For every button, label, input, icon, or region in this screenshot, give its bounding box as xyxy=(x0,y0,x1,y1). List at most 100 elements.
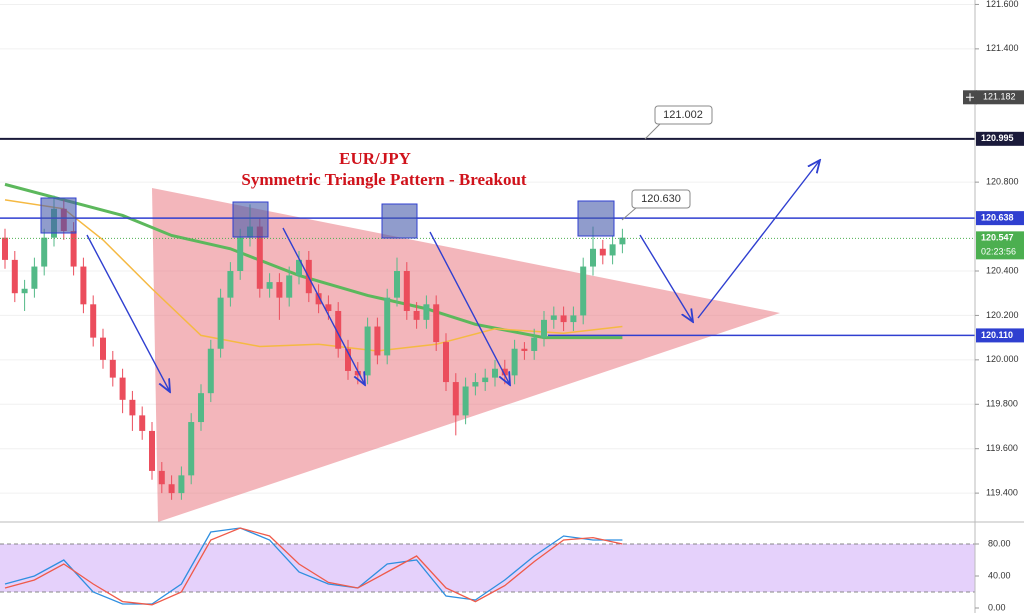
candle-body xyxy=(178,475,185,494)
y-tick-label: 120.200 xyxy=(986,310,1019,320)
candle-body xyxy=(492,368,498,378)
candle-body xyxy=(286,275,293,298)
highlight-box xyxy=(40,197,77,234)
highlight-box xyxy=(577,200,615,237)
y-tick-label: 119.800 xyxy=(986,399,1018,409)
candle-body xyxy=(384,297,391,356)
candle-body xyxy=(70,231,77,267)
candle-body xyxy=(374,326,381,356)
oscillator-line xyxy=(4,527,623,605)
candle-body xyxy=(31,266,38,289)
candle-body xyxy=(41,237,48,267)
y-tick-label: 120.800 xyxy=(986,177,1019,187)
candle-body xyxy=(217,297,224,349)
candle-body xyxy=(423,304,430,320)
candle-body xyxy=(609,244,616,256)
candle-body xyxy=(207,348,214,394)
candle-body xyxy=(188,422,195,476)
y-tick-label: 121.400 xyxy=(986,43,1019,53)
candle-body xyxy=(119,377,126,400)
candle-body xyxy=(531,337,538,351)
y-tick-label: 120.000 xyxy=(986,354,1019,364)
candle-body xyxy=(335,310,342,349)
candle-body xyxy=(394,270,400,298)
candle-body xyxy=(590,248,596,267)
price-axis: 121.600 121.400 120.800 120.400 120.200 120.0… xyxy=(963,0,1024,612)
candle-body xyxy=(413,310,420,320)
moving-average xyxy=(4,199,623,352)
candle-body xyxy=(256,226,263,289)
candle-body xyxy=(80,266,87,305)
y-tick-label: 121.600 xyxy=(986,0,1019,9)
candle-body xyxy=(570,315,577,323)
current-price-label: 120.547 xyxy=(981,233,1014,243)
candle-body xyxy=(472,382,479,387)
current-price-tag xyxy=(976,231,1024,260)
oscillator-band xyxy=(0,544,975,592)
callout: 121.002 xyxy=(644,105,713,140)
callout-label: 120.630 xyxy=(641,193,681,205)
crosshair-button[interactable] xyxy=(963,90,977,105)
candle-body xyxy=(550,315,557,320)
crosshair-label: 121.182 xyxy=(983,92,1016,102)
arrow xyxy=(429,231,510,385)
highlight-box xyxy=(232,201,269,238)
countdown: 02:23:56 xyxy=(981,247,1016,257)
candle-body xyxy=(443,342,449,383)
candle-body xyxy=(100,337,106,360)
candle-body xyxy=(2,237,8,260)
level-label: 120.110 xyxy=(981,330,1013,340)
oscillator-tick-label: 40.00 xyxy=(988,570,1011,580)
candle-body xyxy=(511,348,518,376)
candle-body xyxy=(276,282,283,298)
candle-body xyxy=(619,237,626,245)
candle-body xyxy=(149,430,155,471)
arrow xyxy=(697,160,820,319)
y-tick-label: 120.400 xyxy=(986,265,1019,275)
candle-body xyxy=(599,248,606,256)
highlight-box xyxy=(381,203,418,239)
level-label: 120.995 xyxy=(981,133,1014,143)
callout: 120.630 xyxy=(621,189,691,221)
candle-body xyxy=(325,304,332,311)
candle-body xyxy=(198,393,204,423)
candle-body xyxy=(433,304,440,343)
candle-body xyxy=(452,382,459,416)
candle-body xyxy=(580,266,587,316)
level-tag xyxy=(976,328,1024,343)
crosshair-button-icon xyxy=(966,93,974,102)
candle-body xyxy=(266,282,273,289)
candle-body xyxy=(541,319,547,338)
chart-subtitle: Symmetric Triangle Pattern - Breakout xyxy=(241,170,527,189)
candle-body xyxy=(482,377,489,383)
level-tag xyxy=(976,131,1024,146)
candle-body xyxy=(521,348,528,351)
arrows xyxy=(86,160,820,392)
callout-label: 121.002 xyxy=(663,109,703,121)
candle-body xyxy=(315,293,322,305)
arrow xyxy=(639,234,693,322)
candle-body xyxy=(237,237,244,271)
callout-box xyxy=(654,105,713,125)
crosshair-tag xyxy=(976,90,1024,105)
highlight-boxes xyxy=(40,197,615,239)
y-tick-label: 119.400 xyxy=(986,487,1018,497)
candle-body xyxy=(462,386,469,416)
candle-body xyxy=(560,315,567,323)
candle-body xyxy=(139,415,146,431)
candle-body xyxy=(403,270,410,311)
chart-title: EUR/JPY xyxy=(339,149,411,168)
y-tick-label: 119.600 xyxy=(986,443,1018,453)
candle-body xyxy=(168,484,175,494)
candle-body xyxy=(364,326,371,376)
callout-box xyxy=(631,189,691,209)
candle-body xyxy=(227,270,234,298)
candle-body xyxy=(296,259,302,276)
candle-body xyxy=(345,348,351,371)
candle-body xyxy=(11,259,18,294)
arrow xyxy=(282,227,365,385)
candle-body xyxy=(90,304,97,338)
oscillator-tick-label: 80.00 xyxy=(988,538,1011,548)
